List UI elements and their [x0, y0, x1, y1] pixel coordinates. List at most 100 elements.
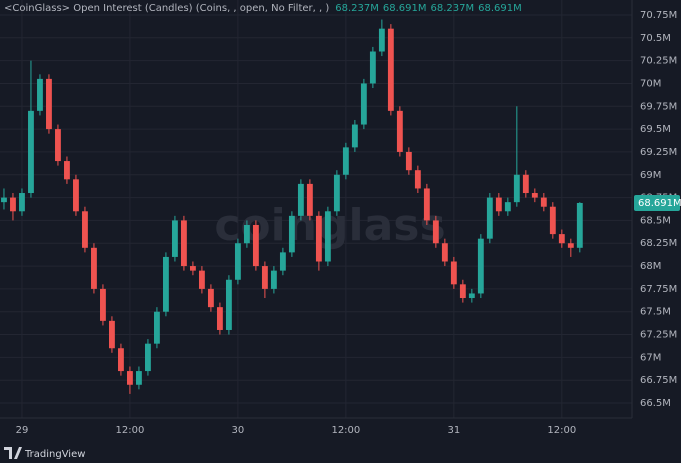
candles — [1, 19, 583, 394]
legend-title: <CoinGlass> Open Interest (Candles) (Coi… — [4, 3, 329, 14]
candle-body — [1, 197, 7, 203]
candle-body — [342, 147, 349, 175]
candle-body — [55, 129, 61, 162]
brand-name: TradingView — [24, 449, 85, 460]
y-tick-label: 67.5M — [640, 307, 671, 318]
y-tick-label: 69.25M — [640, 147, 677, 158]
candle-body — [162, 256, 169, 312]
legend-value: 68.237M — [335, 3, 379, 14]
candle-body — [136, 371, 142, 385]
candle-body — [414, 170, 421, 189]
candle-body — [387, 28, 394, 111]
candle-body — [477, 238, 484, 294]
candle-body — [297, 183, 304, 216]
brand[interactable]: TradingView — [4, 447, 85, 460]
candle-body — [468, 293, 475, 299]
candle-body — [504, 202, 511, 212]
candle-body — [333, 174, 340, 212]
y-tick-label: 70.25M — [640, 56, 677, 67]
y-tick-label: 67.75M — [640, 284, 677, 295]
candle-body — [216, 307, 223, 330]
candle-body — [270, 270, 277, 289]
candle-body — [180, 220, 187, 267]
x-tick-label: 12:00 — [547, 425, 576, 436]
candle-body — [558, 234, 565, 244]
y-tick-label: 70.5M — [640, 33, 671, 44]
candle-body — [576, 202, 583, 248]
candle-body — [450, 261, 457, 285]
y-tick-label: 68.5M — [640, 215, 671, 226]
candle-body — [37, 78, 43, 111]
candle-body — [351, 124, 358, 148]
legend-value: 68.691M — [478, 3, 522, 14]
candle-body — [10, 197, 16, 212]
y-tick-label: 67M — [640, 352, 661, 363]
labels: 66.5M 66.75M 67M 67.25M 67.5M 67.75M 68M 68.25M… — [16, 10, 681, 436]
candle-body — [495, 197, 502, 212]
candle-body — [522, 174, 529, 194]
candle-body — [207, 288, 214, 308]
y-tick-label: 69M — [640, 170, 661, 181]
x-tick-label: 30 — [232, 425, 245, 436]
candle-body — [360, 83, 367, 125]
candle-body — [513, 174, 520, 203]
candle-body — [82, 211, 88, 248]
candle-body — [64, 161, 70, 180]
candle-body — [127, 371, 133, 385]
x-tick-label: 31 — [447, 425, 460, 436]
candle-body — [540, 197, 547, 207]
candle-body — [396, 110, 403, 152]
y-tick-label: 69.5M — [640, 124, 671, 135]
brand-logo — [4, 447, 22, 459]
candle-body — [19, 193, 25, 212]
candle-body — [118, 348, 124, 372]
candle-body — [405, 151, 412, 171]
y-tick-label: 68M — [640, 261, 661, 272]
y-tick-label: 70.75M — [640, 10, 677, 21]
candle-body — [252, 224, 259, 267]
candle-body — [234, 243, 241, 280]
candle-body — [324, 211, 331, 262]
candle-body — [306, 183, 313, 216]
x-tick-label: 29 — [16, 425, 29, 436]
candle-body — [46, 78, 52, 130]
candle-body — [144, 343, 151, 372]
candle-body — [531, 193, 538, 198]
candle-body — [432, 220, 439, 244]
candle-body — [198, 270, 205, 289]
candle-body — [153, 311, 160, 344]
candle-body — [459, 284, 466, 299]
candle-body — [486, 197, 493, 239]
candle-body — [100, 288, 106, 321]
candle-body — [423, 188, 430, 221]
candle-body — [315, 215, 322, 262]
y-tick-label: 66.75M — [640, 375, 677, 386]
candle-body — [189, 266, 196, 271]
candle-body — [369, 51, 376, 84]
legend: <CoinGlass> Open Interest (Candles) (Coi… — [4, 3, 522, 14]
y-tick-label: 69.75M — [640, 101, 677, 112]
candle-body — [73, 179, 79, 212]
last-price-badge — [634, 194, 680, 211]
x-tick-label: 12:00 — [331, 425, 360, 436]
candle-body — [243, 224, 250, 244]
y-tick-label: 66.5M — [640, 398, 671, 409]
candle-body — [567, 243, 574, 248]
last-price-label: 68.691M — [638, 198, 681, 209]
candle-body — [279, 252, 286, 271]
y-tick-label: 68.25M — [640, 238, 677, 249]
candle-body — [225, 279, 232, 330]
candle-body — [109, 320, 115, 349]
candle-body — [261, 266, 268, 289]
y-tick-label: 70M — [640, 78, 661, 89]
legend-value: 68.691M — [383, 3, 427, 14]
candle-body — [91, 247, 97, 289]
candle-body — [441, 243, 448, 262]
candle-body — [549, 206, 556, 235]
candle-body — [378, 28, 385, 52]
candle-body — [171, 220, 178, 257]
legend-value: 68.237M — [431, 3, 475, 14]
